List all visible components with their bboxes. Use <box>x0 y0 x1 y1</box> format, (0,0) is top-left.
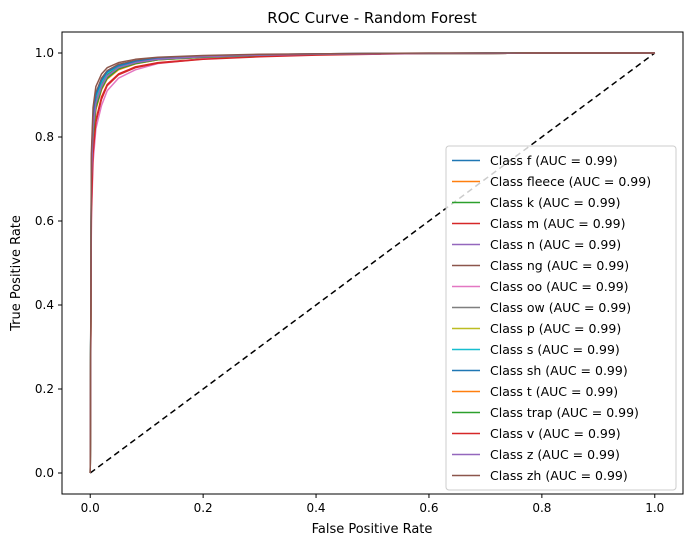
y-tick-label-2: 0.4 <box>35 298 54 312</box>
legend-label-0: Class f (AUC = 0.99) <box>490 153 618 168</box>
plot-area: 0.0 0.2 0.4 0.6 0.8 1.0 0.0 0.2 0.4 0.6 0.8 1.0 Clas… <box>35 31 684 515</box>
y-tick-label-0: 0.0 <box>35 466 54 480</box>
legend-label-15: Class zh (AUC = 0.99) <box>490 468 628 483</box>
y-tick-label-4: 0.8 <box>35 130 54 144</box>
legend-box <box>445 145 677 491</box>
legend-label-13: Class v (AUC = 0.99) <box>490 426 621 441</box>
legend-label-6: Class oo (AUC = 0.99) <box>490 279 629 294</box>
x-tick-label-5: 1.0 <box>645 501 664 515</box>
legend-label-4: Class n (AUC = 0.99) <box>490 237 621 252</box>
legend-label-9: Class s (AUC = 0.99) <box>490 342 620 357</box>
chart-title: ROC Curve - Random Forest <box>267 9 477 27</box>
legend-label-5: Class ng (AUC = 0.99) <box>490 258 629 273</box>
x-tick-label-1: 0.2 <box>194 501 213 515</box>
x-tick-label-2: 0.4 <box>306 501 325 515</box>
x-tick-label-0: 0.0 <box>81 501 100 515</box>
series-line-15 <box>89 52 655 474</box>
axes-frame <box>61 31 684 495</box>
legend-label-11: Class t (AUC = 0.99) <box>490 384 618 399</box>
legend-label-2: Class k (AUC = 0.99) <box>490 195 621 210</box>
y-axis-label: True Positive Rate <box>9 215 24 332</box>
legend-label-10: Class sh (AUC = 0.99) <box>490 363 628 378</box>
x-tick-label-3: 0.6 <box>419 501 438 515</box>
legend-label-7: Class ow (AUC = 0.99) <box>490 300 631 315</box>
diagonal-reference-line <box>89 52 656 474</box>
legend-label-8: Class p (AUC = 0.99) <box>490 321 621 336</box>
legend-label-14: Class z (AUC = 0.99) <box>490 447 620 462</box>
x-tick-label-4: 0.8 <box>532 501 551 515</box>
legend-label-3: Class m (AUC = 0.99) <box>490 216 625 231</box>
y-tick-label-3: 0.6 <box>35 214 54 228</box>
y-tick-label-5: 1.0 <box>35 46 54 60</box>
legend-label-12: Class trap (AUC = 0.99) <box>490 405 639 420</box>
legend-label-1: Class fleece (AUC = 0.99) <box>490 174 651 189</box>
x-axis-label: False Positive Rate <box>312 522 433 537</box>
y-tick-label-1: 0.2 <box>35 382 54 396</box>
